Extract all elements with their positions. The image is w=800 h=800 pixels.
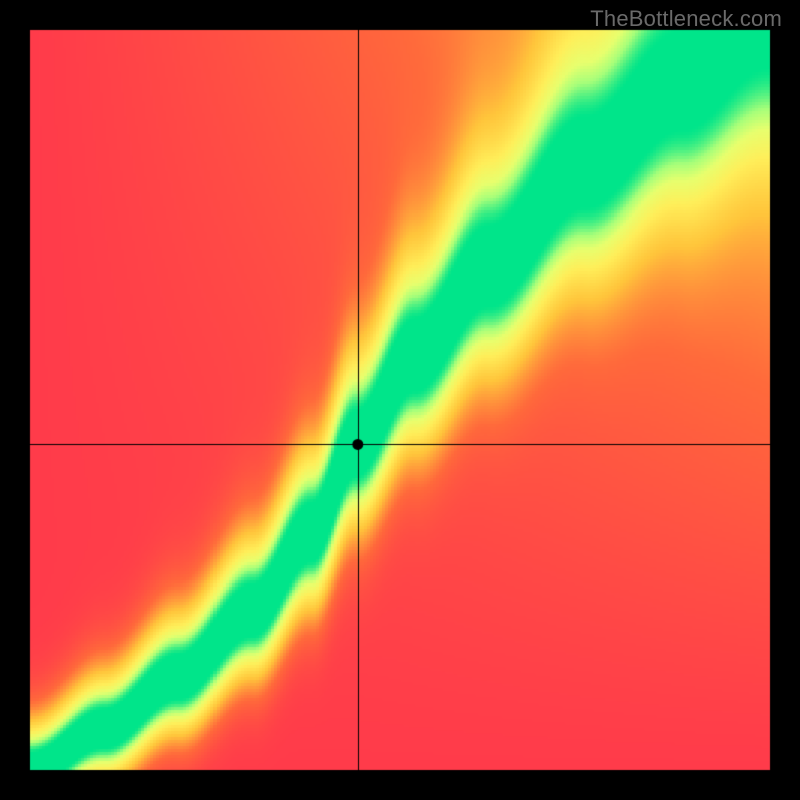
bottleneck-heatmap: [0, 0, 800, 800]
chart-container: TheBottleneck.com: [0, 0, 800, 800]
watermark-label: TheBottleneck.com: [590, 6, 782, 32]
